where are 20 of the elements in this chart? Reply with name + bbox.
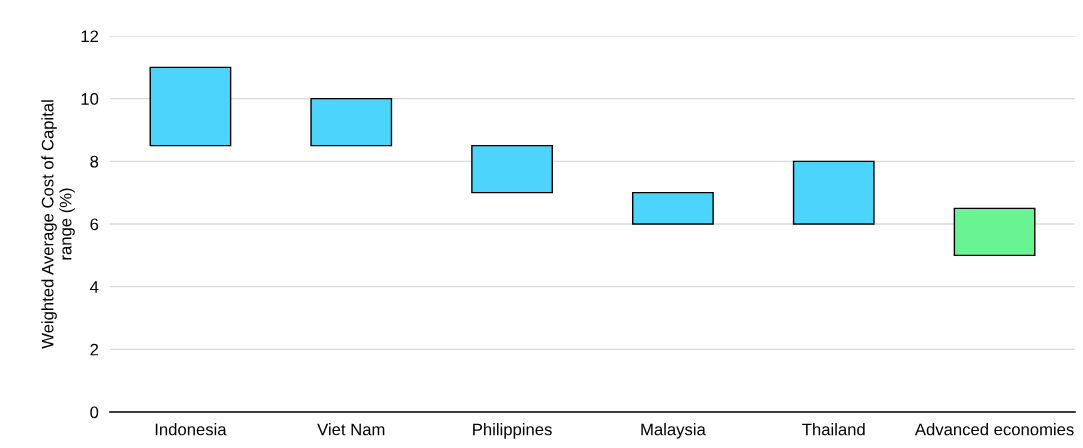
bar <box>471 144 553 194</box>
bar <box>953 207 1036 257</box>
x-tick-label: Thailand <box>802 423 865 436</box>
y-tick-label: 12 <box>81 30 99 43</box>
bar <box>632 191 714 225</box>
y-axis-title: Weighted Average Cost of Capital range (%) <box>41 100 75 349</box>
y-tick-label: 6 <box>90 218 99 231</box>
bar <box>310 97 393 147</box>
x-tick-label: Viet Nam <box>317 423 385 436</box>
y-tick-label: 8 <box>90 155 99 168</box>
bar <box>792 160 875 225</box>
y-tick-label: 10 <box>81 93 99 105</box>
x-tick-label: Indonesia <box>155 423 227 436</box>
x-tick-label: Advanced economies <box>914 423 1074 436</box>
y-tick-label: 0 <box>90 406 99 419</box>
bar <box>149 66 232 147</box>
y-tick-label: 4 <box>90 281 99 293</box>
x-tick-label: Philippines <box>473 423 552 439</box>
y-tick-label: 2 <box>90 343 99 356</box>
x-tick-label: Malaysia <box>641 423 706 439</box>
